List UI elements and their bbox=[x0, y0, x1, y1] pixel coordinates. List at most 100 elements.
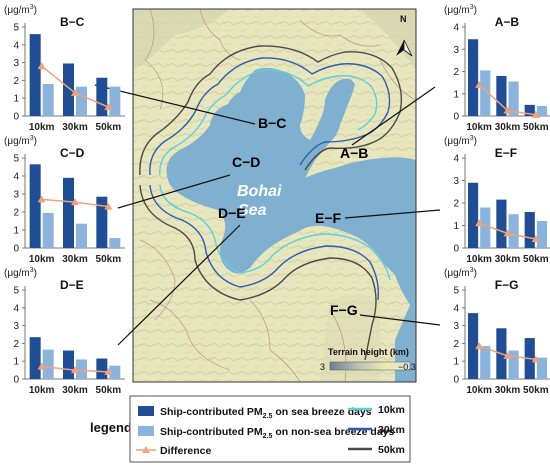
terrain-title: Terrain height (km) bbox=[328, 347, 409, 357]
province-boundaries bbox=[139, 9, 416, 382]
difference-marker bbox=[475, 80, 484, 88]
ring-east-30km bbox=[299, 133, 369, 166]
bar-sea-breeze bbox=[496, 75, 507, 116]
y-tick-label: 5 bbox=[13, 23, 19, 34]
x-tick-label: 10km bbox=[466, 385, 492, 396]
map-panel: N Bohai Sea B−C A−B C−D D−E E−F F−G Terr… bbox=[132, 8, 417, 383]
connector-f-g bbox=[359, 314, 441, 326]
connector-e-f bbox=[344, 209, 441, 219]
legend-swatch-non-sea-breeze bbox=[138, 426, 154, 436]
bar-non-sea-breeze bbox=[109, 238, 121, 248]
y-tick-label: 1 bbox=[453, 357, 459, 368]
north-arrow-icon: N bbox=[396, 14, 413, 57]
chart-panel-a-b: (μg/m3) A−B 0 1 2 3 4 10km 30km 50km bbox=[444, 4, 550, 133]
panel-title: B−C bbox=[60, 15, 85, 29]
chart-panel-c-d: (μg/m3) C−D 0 1 2 3 4 5 10km 30km 50km bbox=[4, 135, 125, 265]
bar-sea-breeze bbox=[496, 199, 507, 248]
bar-sea-breeze bbox=[29, 164, 41, 248]
difference-marker bbox=[104, 367, 113, 375]
bar-non-sea-breeze bbox=[536, 357, 548, 379]
unit-label: (μg/m3) bbox=[4, 267, 37, 279]
unit-label: (μg/m3) bbox=[444, 267, 477, 279]
difference-marker bbox=[503, 351, 512, 359]
x-tick-label: 10km bbox=[29, 122, 55, 133]
difference-marker bbox=[37, 362, 46, 370]
x-tick-label: 50km bbox=[96, 122, 122, 133]
map-label-f-g: F−G bbox=[330, 302, 358, 318]
bar-sea-breeze bbox=[29, 34, 41, 117]
y-tick-label: 3 bbox=[13, 190, 19, 201]
bar-sea-breeze bbox=[467, 313, 479, 379]
y-tick-label: 2 bbox=[453, 67, 459, 78]
map-label-a-b: A−B bbox=[340, 145, 368, 161]
y-tick-label: 0 bbox=[453, 112, 459, 123]
x-tick-label: 30km bbox=[62, 254, 88, 265]
ring-50km-south bbox=[139, 184, 377, 361]
terrain-min-label: 3 bbox=[320, 362, 325, 372]
bar-non-sea-breeze bbox=[508, 350, 519, 379]
x-tick-label: 10km bbox=[466, 254, 492, 265]
chart-panel-d-e: (μg/m3) D−E 0 1 2 3 4 5 10km 30km 50km bbox=[4, 267, 125, 396]
bar-non-sea-breeze bbox=[480, 207, 491, 248]
difference-marker bbox=[503, 229, 512, 237]
legend-label: legend bbox=[90, 420, 132, 435]
difference-marker bbox=[475, 342, 484, 350]
bar-sea-breeze bbox=[524, 104, 535, 116]
ring-10km-south bbox=[159, 184, 391, 281]
bar-sea-breeze bbox=[467, 39, 479, 116]
y-tick-label: 4 bbox=[13, 172, 19, 183]
x-tick-label: 30km bbox=[495, 122, 521, 133]
bar-non-sea-breeze bbox=[109, 365, 121, 379]
connector-a-b bbox=[351, 86, 436, 146]
bar-non-sea-breeze bbox=[76, 359, 87, 379]
legend-text-30km: 30km bbox=[378, 424, 405, 436]
connector-d-e bbox=[117, 224, 241, 346]
difference-marker bbox=[475, 219, 484, 227]
bar-sea-breeze bbox=[467, 182, 479, 248]
y-tick-label: 5 bbox=[453, 286, 459, 297]
x-tick-label: 30km bbox=[495, 254, 521, 265]
panel-title: F−G bbox=[495, 278, 519, 292]
bar-sea-breeze bbox=[63, 177, 74, 248]
connector-c-d bbox=[117, 174, 231, 209]
sea-name-line1: Bohai bbox=[237, 183, 282, 200]
legend: legend Ship-contributed PM2.5 on sea bre… bbox=[90, 395, 411, 463]
difference-marker bbox=[104, 202, 113, 210]
y-tick-label: 4 bbox=[453, 154, 459, 165]
connector-b-c bbox=[94, 84, 256, 125]
bar-non-sea-breeze bbox=[508, 214, 519, 248]
chart-panel-f-g: (μg/m3) F−G 0 1 2 3 4 5 10km 30km 50km bbox=[444, 267, 550, 396]
y-tick-label: 2 bbox=[13, 339, 19, 350]
bar-sea-breeze bbox=[96, 196, 108, 248]
difference-marker bbox=[37, 62, 46, 70]
ring-10km-north bbox=[159, 69, 378, 176]
x-tick-label: 30km bbox=[62, 122, 88, 133]
legend-text-sea-breeze: Ship-contributed PM2.5 on sea breeze day… bbox=[160, 406, 372, 420]
y-tick-label: 3 bbox=[453, 321, 459, 332]
x-tick-label: 50km bbox=[96, 385, 122, 396]
panel-title: D−E bbox=[60, 278, 84, 292]
x-tick-label: 10km bbox=[29, 254, 55, 265]
unit-label: (μg/m3) bbox=[4, 4, 37, 16]
bar-non-sea-breeze bbox=[76, 86, 87, 116]
legend-text-10km: 10km bbox=[378, 404, 405, 416]
map-label-c-d: C−D bbox=[232, 154, 260, 170]
y-tick-label: 2 bbox=[453, 339, 459, 350]
ring-30km-south bbox=[149, 184, 380, 301]
x-tick-label: 10km bbox=[29, 385, 55, 396]
x-tick-label: 50km bbox=[523, 385, 549, 396]
y-tick-label: 4 bbox=[13, 303, 19, 314]
y-tick-label: 2 bbox=[13, 76, 19, 87]
y-tick-label: 1 bbox=[453, 221, 459, 232]
panel-title: E−F bbox=[495, 146, 517, 160]
mountain-relief-ne bbox=[360, 9, 416, 70]
bar-sea-breeze bbox=[96, 77, 108, 116]
y-tick-label: 4 bbox=[453, 23, 459, 34]
bar-non-sea-breeze bbox=[42, 349, 54, 379]
y-tick-label: 5 bbox=[13, 154, 19, 165]
buffer-rings bbox=[139, 45, 403, 361]
chart-panel-e-f: (μg/m3) E−F 0 1 2 3 4 10km 30km 50km bbox=[444, 135, 550, 265]
bar-non-sea-breeze bbox=[480, 346, 491, 379]
